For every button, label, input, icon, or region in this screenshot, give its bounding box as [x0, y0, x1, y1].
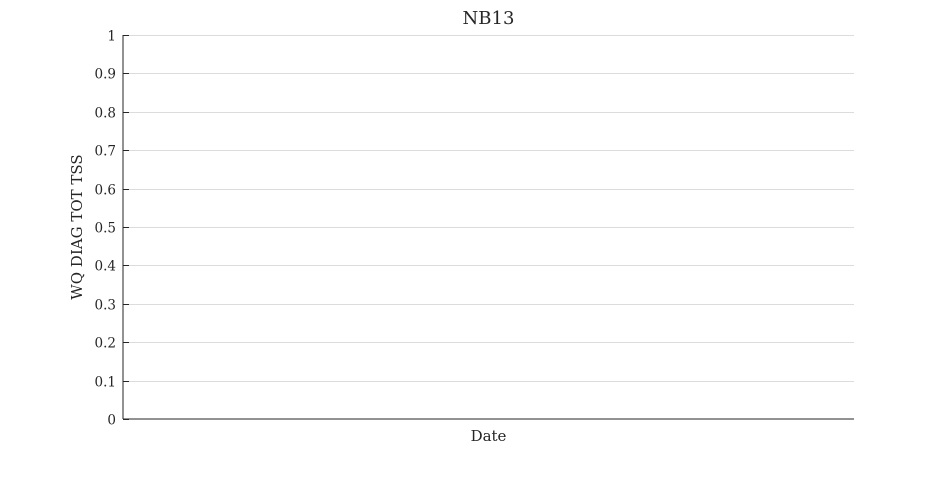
chart-title: NB13 — [463, 8, 515, 29]
y-tick-label-7: 0.7 — [95, 144, 116, 160]
y-tick-label-2: 0.2 — [95, 336, 116, 352]
y-tick-label-9: 0.9 — [95, 67, 116, 83]
y-tick-label-6: 0.6 — [95, 183, 116, 199]
y-tick-label-8: 0.8 — [95, 106, 116, 122]
y-tick-label-3: 0.3 — [95, 298, 116, 314]
y-tick-label-10: 1 — [107, 29, 116, 45]
y-tick-label-1: 0.1 — [95, 375, 116, 391]
y-tick-label-4: 0.4 — [95, 259, 116, 275]
y-ticks: 0 0.1 0.2 0.3 0.4 0.5 0.6 0.7 0.8 0.9 1 — [95, 29, 129, 429]
y-axis-label: WQ DIAG TOT TSS — [68, 154, 86, 299]
y-tick-label-5: 0.5 — [95, 221, 116, 237]
y-tick-label-0: 0 — [107, 413, 116, 429]
grid-lines — [123, 35, 854, 382]
x-axis-label: Date — [471, 427, 507, 445]
